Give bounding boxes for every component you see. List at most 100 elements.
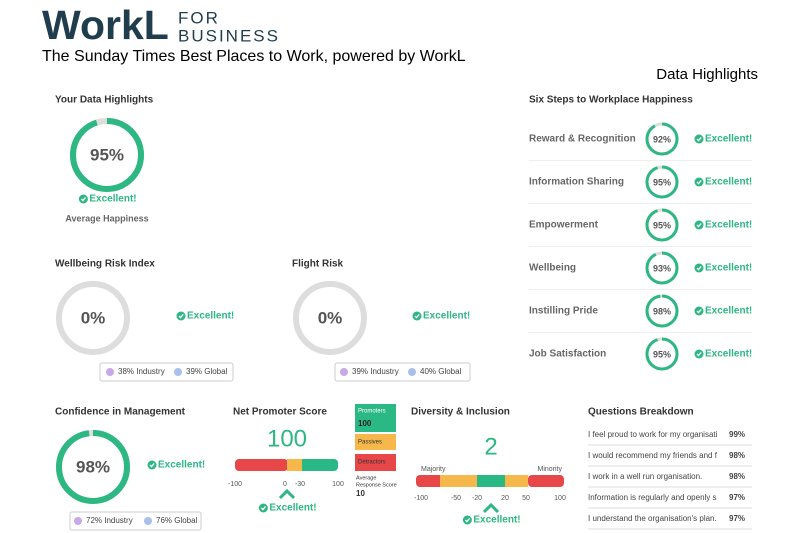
tick-label: 100 [554, 495, 566, 502]
status: Excellent! [705, 349, 752, 360]
logo-sub: BUSINESS [178, 26, 280, 45]
status: Excellent! [89, 194, 136, 205]
section-title: Your Data Highlights [55, 95, 154, 106]
status: Excellent! [473, 515, 520, 526]
tick-label: -50 [451, 495, 461, 502]
ring-arc [645, 165, 679, 199]
status: Excellent! [705, 220, 752, 231]
legend-value: 100 [358, 419, 372, 428]
di-bar [477, 475, 505, 487]
di-pointer [482, 502, 500, 514]
status-check [80, 196, 87, 202]
ring-arc [645, 122, 679, 156]
status-check [149, 462, 155, 468]
nps-bar-green [302, 459, 338, 471]
di-bar [528, 475, 564, 487]
nps-value: 100 [267, 425, 307, 452]
ring-value: 0% [81, 308, 106, 327]
step-name: Instilling Pride [529, 306, 598, 317]
status-check [696, 222, 702, 228]
tick-label: 20 [501, 495, 509, 502]
di-value: 2 [484, 433, 497, 460]
status: Excellent! [705, 134, 752, 145]
ring-value: 92% [653, 134, 671, 144]
page-title: Data Highlights [656, 66, 758, 83]
chip-text: 76% Global [156, 516, 198, 525]
chip-dot [106, 368, 114, 376]
nps-pointer [278, 488, 296, 500]
question-value: 98% [729, 472, 745, 481]
nps-bar-green [302, 459, 310, 471]
status-check [696, 308, 702, 314]
status: Excellent! [705, 263, 752, 274]
legend-passives [355, 434, 396, 450]
chip-box [69, 511, 202, 531]
question-text: I work in a well run organisation. [588, 472, 702, 481]
step-name: Job Satisfaction [529, 349, 606, 360]
ring-value: 93% [653, 263, 671, 273]
tick-label: -20 [472, 495, 482, 502]
status-check [696, 351, 702, 357]
tick-label: 0 [283, 481, 287, 488]
chip-box [99, 362, 234, 382]
legend-detractors [355, 454, 396, 471]
ring-value: 95% [90, 145, 124, 164]
ring-value: 98% [653, 306, 671, 316]
status-check [696, 265, 702, 271]
di-bar [440, 475, 477, 487]
ring-value: 95% [653, 349, 671, 359]
ring-track [293, 281, 367, 355]
tick-label: -30 [295, 481, 305, 488]
status: Excellent! [423, 311, 470, 322]
ring-arc [70, 118, 144, 192]
ring-arc [645, 337, 679, 371]
question-text: I feel proud to work for my organisati [588, 430, 718, 439]
caption: Average Happiness [65, 213, 148, 223]
question-text: Information is regularly and openly s [588, 493, 717, 502]
status: Excellent! [705, 306, 752, 317]
legend-label: Detractors [358, 460, 386, 466]
tick-label: 100 [332, 481, 344, 488]
section-title: Wellbeing Risk Index [55, 259, 155, 270]
ring-value: 95% [653, 177, 671, 187]
step-name: Empowerment [529, 220, 599, 231]
chip-text: 39% Global [186, 367, 228, 376]
nps-bar-orange [287, 459, 302, 471]
chip-text: 72% Industry [86, 516, 133, 525]
legend-label: Average [356, 475, 376, 481]
status-check [696, 136, 702, 142]
question-text: I understand the organisation's plan. [588, 514, 717, 523]
chip-text: 39% Industry [352, 367, 399, 376]
legend-value: 10 [356, 489, 365, 498]
nps-bar-red [235, 459, 288, 471]
status: Excellent! [158, 460, 205, 471]
status: Excellent! [187, 311, 234, 322]
di-bar [505, 475, 528, 487]
section-title: Net Promoter Score [233, 407, 327, 418]
chip-dot [408, 368, 416, 376]
section-title: Questions Breakdown [588, 407, 694, 418]
question-value: 98% [729, 451, 745, 460]
chip-box [334, 362, 471, 382]
ring-track [56, 281, 130, 355]
ring-value: 98% [76, 457, 110, 476]
legend-label: Promoters [358, 409, 386, 415]
header-title: The Sunday Times Best Places to Work, po… [42, 48, 466, 65]
question-value: 99% [729, 430, 745, 439]
ring-arc [645, 208, 679, 242]
step-name: Wellbeing [529, 263, 576, 274]
section-title: Flight Risk [292, 259, 344, 270]
status-check [260, 505, 267, 511]
status: Excellent! [269, 503, 316, 514]
di-end-label: Minority [537, 466, 562, 473]
question-value: 97% [729, 514, 745, 523]
legend-label: Response Score [356, 482, 397, 488]
question-value: 97% [729, 493, 745, 502]
di-bar [416, 475, 446, 487]
section-title: Confidence in Management [55, 407, 186, 418]
ring-arc [645, 294, 679, 328]
chip-dot [74, 517, 82, 525]
chip-dot [144, 517, 152, 525]
di-end-label: Majority [421, 466, 446, 473]
